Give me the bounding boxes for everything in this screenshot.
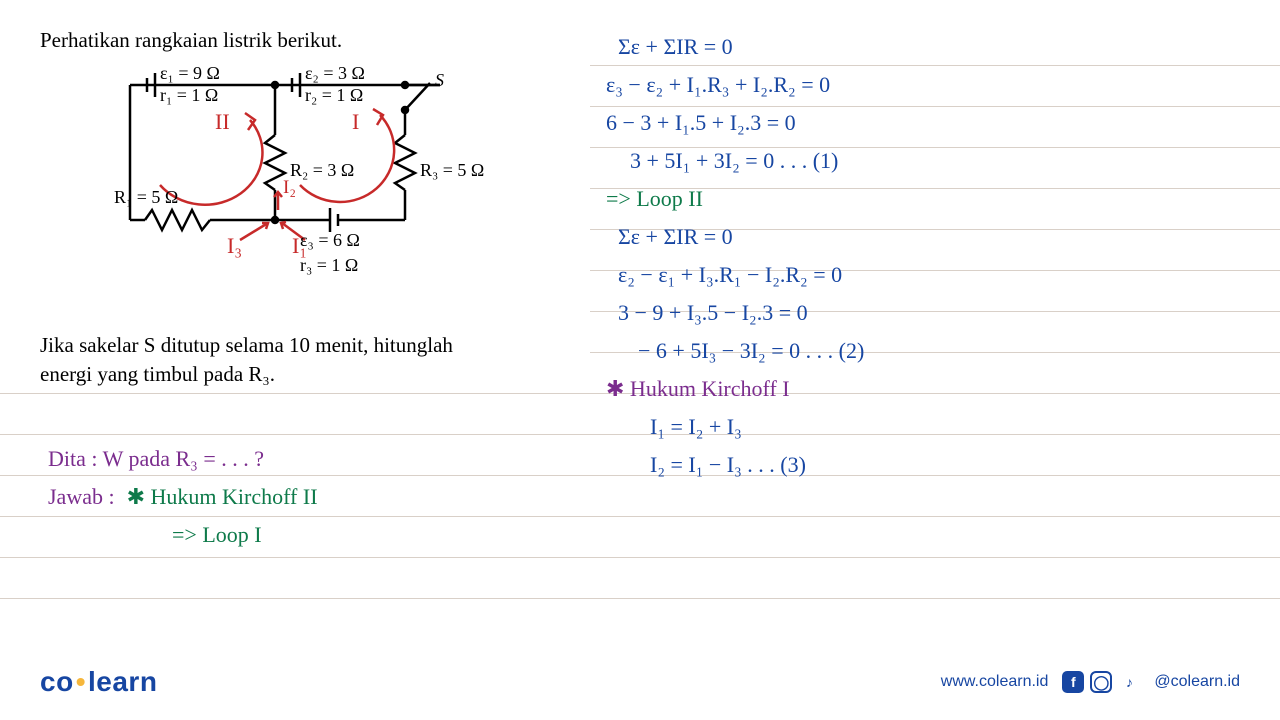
problem-intro: Perhatikan rangkaian listrik berikut.: [40, 28, 600, 53]
label-I2: I₂: [283, 177, 296, 199]
label-R2: R₂ = 3 Ω: [290, 160, 354, 181]
question-line2: energi yang timbul pada R₃.: [40, 360, 600, 389]
instagram-icon[interactable]: ◯: [1090, 671, 1112, 693]
label-R3: R₃ = 5 Ω: [420, 160, 484, 181]
label-R1: R₁ = 5 Ω: [114, 187, 178, 208]
question-line1: Jika sakelar S ditutup selama 10 menit, …: [40, 331, 600, 360]
label-I3: I₃: [227, 233, 242, 259]
eq-0: Σε + ΣIR = 0: [600, 28, 1240, 66]
footer-right: www.colearn.id f ◯ ♪ @colearn.id: [941, 671, 1240, 693]
note-dita: Dita : W pada R₃ = . . . ?: [42, 440, 602, 478]
eq-7: 3 − 9 + I₃.5 − I₂.3 = 0: [600, 294, 1240, 332]
social-icons: f ◯ ♪: [1062, 671, 1140, 693]
label-r3small: r₃ = 1 Ω: [300, 255, 358, 276]
logo-dot: •: [74, 666, 88, 697]
tiktok-icon[interactable]: ♪: [1118, 671, 1140, 693]
eq-9: ✱ Hukum Kirchoff I: [600, 370, 1240, 408]
footer: co•learn www.colearn.id f ◯ ♪ @colearn.i…: [40, 666, 1240, 698]
facebook-icon[interactable]: f: [1062, 671, 1084, 693]
eq-5: Σε + ΣIR = 0: [600, 218, 1240, 256]
label-e1: ε₁ = 9 Ω: [160, 63, 220, 84]
note-jawab-row: Jawab : ✱ Hukum Kirchoff II: [42, 478, 602, 516]
logo: co•learn: [40, 666, 157, 698]
footer-url[interactable]: www.colearn.id: [941, 673, 1049, 691]
label-e2: ε₂ = 3 Ω: [305, 63, 365, 84]
eq-11: I₂ = I₁ − I₃ . . . (3): [600, 446, 1240, 484]
label-loop1: I: [352, 109, 359, 135]
eq-8: − 6 + 5I₃ − 3I₂ = 0 . . . (2): [600, 332, 1240, 370]
label-r2small: r₂ = 1 Ω: [305, 85, 363, 106]
label-e3: ε₃ = 6 Ω: [300, 230, 360, 251]
label-loop2: II: [215, 109, 230, 135]
logo-co: co: [40, 666, 74, 697]
label-r1small: r₁ = 1 Ω: [160, 85, 218, 106]
eq-3: 3 + 5I₁ + 3I₂ = 0 . . . (1): [600, 142, 1240, 180]
left-notes: Dita : W pada R₃ = . . . ? Jawab : ✱ Huk…: [42, 440, 602, 554]
right-notes: Σε + ΣIR = 0 ε₃ − ε₂ + I₁.R₃ + I₂.R₂ = 0…: [600, 28, 1240, 484]
logo-learn: learn: [88, 666, 157, 697]
footer-handle[interactable]: @colearn.id: [1154, 673, 1240, 691]
eq-4: => Loop II: [600, 180, 1240, 218]
page-root: Perhatikan rangkaian listrik berikut.: [0, 0, 1280, 720]
eq-2: 6 − 3 + I₁.5 + I₂.3 = 0: [600, 104, 1240, 142]
note-jawab: Jawab :: [48, 484, 115, 509]
note-hk2: ✱ Hukum Kirchoff II: [127, 484, 318, 509]
note-loop1: => Loop I: [42, 516, 602, 554]
label-S: S: [435, 70, 444, 91]
circuit-diagram: ε₁ = 9 Ω r₁ = 1 Ω ε₂ = 3 Ω r₂ = 1 Ω S R₁…: [100, 65, 570, 315]
left-column: Perhatikan rangkaian listrik berikut.: [40, 28, 600, 390]
label-I1: I₁: [292, 233, 307, 259]
eq-1: ε₃ − ε₂ + I₁.R₃ + I₂.R₂ = 0: [600, 66, 1240, 104]
eq-6: ε₂ − ε₁ + I₃.R₁ − I₂.R₂ = 0: [600, 256, 1240, 294]
eq-10: I₁ = I₂ + I₃: [600, 408, 1240, 446]
